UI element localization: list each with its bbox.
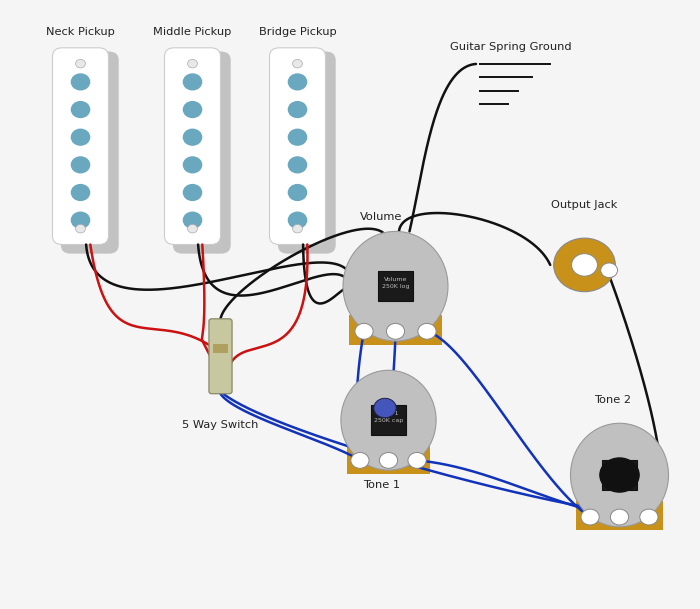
Ellipse shape	[341, 370, 436, 470]
Circle shape	[288, 213, 307, 228]
Text: Tone 1
250K cap: Tone 1 250K cap	[374, 411, 403, 423]
Circle shape	[288, 185, 307, 200]
Circle shape	[183, 129, 202, 145]
Circle shape	[640, 509, 658, 525]
FancyBboxPatch shape	[61, 52, 119, 254]
Text: Output Jack: Output Jack	[552, 200, 617, 210]
Circle shape	[71, 157, 90, 173]
Text: Volume: Volume	[360, 213, 402, 222]
Ellipse shape	[343, 231, 448, 341]
Circle shape	[71, 74, 90, 90]
Bar	[213, 344, 228, 353]
Circle shape	[288, 74, 307, 90]
Circle shape	[188, 225, 197, 233]
Circle shape	[379, 452, 398, 468]
Circle shape	[293, 225, 302, 233]
FancyBboxPatch shape	[371, 405, 406, 435]
Circle shape	[71, 129, 90, 145]
Circle shape	[386, 323, 405, 339]
Text: Volume
250K log: Volume 250K log	[382, 277, 409, 289]
Circle shape	[408, 452, 426, 468]
Ellipse shape	[570, 423, 668, 527]
FancyBboxPatch shape	[270, 48, 326, 244]
Circle shape	[600, 458, 639, 492]
FancyBboxPatch shape	[173, 52, 231, 254]
FancyBboxPatch shape	[349, 315, 442, 345]
Text: Tone 2: Tone 2	[594, 395, 631, 405]
FancyBboxPatch shape	[52, 48, 108, 244]
Circle shape	[554, 238, 615, 292]
Circle shape	[288, 157, 307, 173]
Circle shape	[183, 74, 202, 90]
Circle shape	[71, 102, 90, 118]
Circle shape	[293, 59, 302, 68]
Circle shape	[183, 185, 202, 200]
Text: Middle Pickup: Middle Pickup	[153, 27, 232, 37]
Circle shape	[351, 452, 369, 468]
Circle shape	[76, 59, 85, 68]
Text: Bridge Pickup: Bridge Pickup	[258, 27, 337, 37]
FancyBboxPatch shape	[164, 48, 220, 244]
FancyBboxPatch shape	[278, 52, 336, 254]
Circle shape	[188, 59, 197, 68]
Circle shape	[418, 323, 436, 339]
Circle shape	[71, 213, 90, 228]
FancyBboxPatch shape	[378, 271, 413, 301]
FancyBboxPatch shape	[209, 319, 232, 394]
Circle shape	[610, 509, 629, 525]
Circle shape	[71, 185, 90, 200]
Text: Guitar Spring Ground: Guitar Spring Ground	[450, 42, 572, 52]
Circle shape	[355, 323, 373, 339]
FancyBboxPatch shape	[346, 445, 430, 474]
Circle shape	[288, 129, 307, 145]
Circle shape	[76, 225, 85, 233]
Circle shape	[572, 254, 597, 276]
Circle shape	[183, 157, 202, 173]
Text: Tone 2
250K log: Tone 2 250K log	[606, 466, 634, 478]
Circle shape	[183, 213, 202, 228]
Circle shape	[183, 102, 202, 118]
FancyBboxPatch shape	[576, 501, 663, 530]
FancyBboxPatch shape	[602, 460, 637, 490]
Circle shape	[288, 102, 307, 118]
Text: Tone 1: Tone 1	[363, 481, 400, 490]
Text: Neck Pickup: Neck Pickup	[46, 27, 115, 37]
Text: 5 Way Switch: 5 Way Switch	[182, 420, 259, 430]
Circle shape	[374, 398, 396, 418]
Circle shape	[581, 509, 599, 525]
Circle shape	[601, 263, 617, 278]
